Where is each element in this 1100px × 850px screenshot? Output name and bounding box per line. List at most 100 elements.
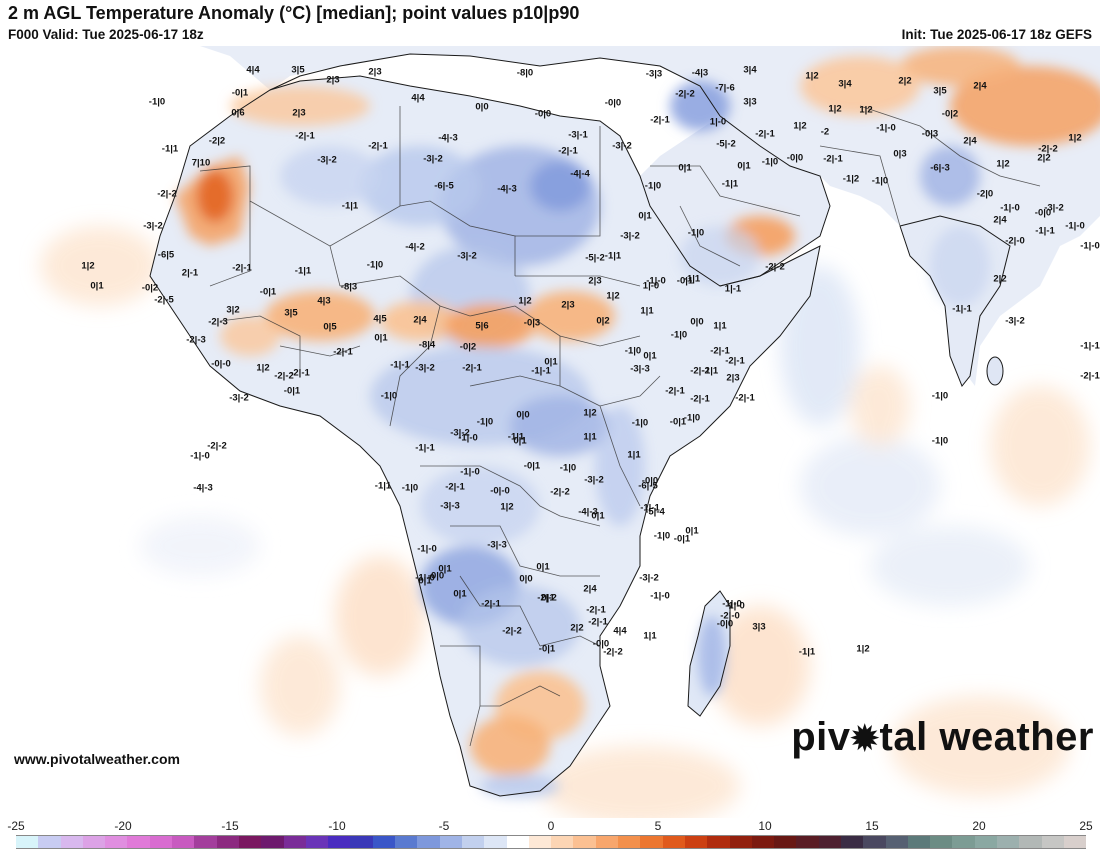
colorbar-swatch [350, 836, 373, 848]
point-value-label: -1|0 [559, 462, 577, 474]
point-value-label: 2|3 [326, 74, 340, 86]
colorbar-tick-label: -10 [328, 819, 346, 833]
point-value-label: -2|-1 [462, 362, 482, 374]
point-value-label: -5|-2 [585, 252, 605, 264]
point-value-label: 0|0 [690, 316, 704, 328]
logo-text-right: tal weather [879, 715, 1094, 759]
colorbar-swatch [729, 836, 752, 848]
point-value-label: -1|0 [148, 96, 166, 108]
point-value-label: -2|-2 [765, 261, 785, 273]
point-value-label: 1|1 [640, 305, 654, 317]
point-value-label: -1|-1 [952, 303, 972, 315]
point-value-label: -3|-2 [317, 154, 337, 166]
point-value-label: 2|4 [583, 583, 597, 595]
point-value-label: -2|-1 [725, 355, 745, 367]
colorbar-swatch [172, 836, 195, 848]
point-value-label: 3|4 [838, 78, 852, 90]
point-value-label: 4|4 [613, 625, 627, 637]
point-value-label: 2|3 [588, 275, 602, 287]
valid-time: F000 Valid: Tue 2025-06-17 18z [8, 27, 204, 42]
point-value-label: -3|-2 [423, 153, 443, 165]
colorbar-tick-label: -15 [221, 819, 239, 833]
colorbar-tick-label: 10 [758, 819, 772, 833]
point-value-label: -3|-2 [620, 230, 640, 242]
colorbar-swatch [216, 836, 239, 848]
point-value-label: -1|-0 [415, 572, 435, 584]
map-canvas[interactable]: 4|4 3|5 2|3 2|3 -8|0 -3|3 -4|3 3|4 1|2 3|4 2|2 3|5 2… [0, 46, 1100, 818]
colorbar-swatch [573, 836, 596, 848]
colorbar-swatch [863, 836, 886, 848]
point-value-label: 4|5 [373, 313, 387, 325]
colorbar-tick-label: 0 [547, 819, 555, 833]
colorbar-swatch [618, 836, 641, 848]
point-value-label: 3|3 [752, 621, 766, 633]
point-value-label: -2|-3 [208, 316, 228, 328]
point-value-label: -1|-1 [1080, 340, 1100, 352]
point-value-label: 0|0 [475, 101, 489, 113]
point-value-label: 1|2 [256, 362, 270, 374]
website-url[interactable]: www.pivotalweather.com [14, 751, 180, 767]
point-value-label: 3|5 [284, 307, 298, 319]
point-value-label: -1|0 [476, 416, 494, 428]
point-value-label: -0|1 [283, 385, 301, 397]
point-value-label: -0|1 [231, 87, 249, 99]
point-value-label: -1|1 [701, 365, 719, 377]
point-value-label: 1|2 [856, 643, 870, 655]
colorbar-swatch [840, 836, 864, 848]
colorbar-swatch [372, 836, 396, 848]
colorbar-swatch [395, 836, 418, 848]
point-value-label: -1|-0 [417, 543, 437, 555]
point-value-label: -4|-2 [405, 241, 425, 253]
country-borders [199, 105, 1041, 747]
point-value-label: 1|2 [996, 158, 1010, 170]
point-value-label: -4|-3 [438, 132, 458, 144]
point-value-label: -0|3 [523, 317, 541, 329]
colorbar-tick-label: -20 [114, 819, 132, 833]
colorbar-swatch [751, 836, 775, 848]
point-value-label: 1|2 [793, 120, 807, 132]
point-value-label: 2|4 [413, 314, 427, 326]
point-value-label: -6|-3 [930, 162, 950, 174]
colorbar-swatch [484, 836, 507, 848]
point-value-label: 2|4 [963, 135, 977, 147]
point-value-label: -2|-1 [333, 346, 353, 358]
colorbar-swatch [1019, 836, 1042, 848]
point-value-label: -1|1 [294, 265, 312, 277]
point-value-label: -0|0 [592, 638, 610, 650]
point-value-label: -4|-3 [578, 506, 598, 518]
point-value-label: 1|1 [627, 449, 641, 461]
colorbar-tick-label: 15 [865, 819, 879, 833]
point-value-label: 1|2 [859, 104, 873, 116]
point-value-label: -0|-0 [490, 485, 510, 497]
point-value-label: -1|-1 [531, 365, 551, 377]
point-value-label: 2|2 [993, 273, 1007, 285]
colorbar-swatch [305, 836, 329, 848]
point-value-label: 4|3 [317, 295, 331, 307]
point-value-label: 1|-1 [724, 283, 742, 295]
point-value-label: 4|4 [411, 92, 425, 104]
point-value-label: -1|1 [374, 480, 392, 492]
colorbar-swatch [38, 836, 61, 848]
point-value-label: -1|-0 [190, 450, 210, 462]
colorbar-swatch [328, 836, 351, 848]
point-value-label: 0|1 [438, 563, 452, 575]
point-value-label: -3|-2 [229, 392, 249, 404]
colorbar-swatch [997, 836, 1020, 848]
point-value-label: 1|1 [583, 431, 597, 443]
point-value-label: -5|-2 [716, 138, 736, 150]
point-value-label: -1|-1 [1035, 225, 1055, 237]
point-value-label: -1|0 [380, 390, 398, 402]
point-value-label: 0|1 [685, 525, 699, 537]
point-value-label: 1|1 [713, 320, 727, 332]
colorbar-swatch [149, 836, 173, 848]
point-value-label: -2|-1 [368, 140, 388, 152]
point-value-label: -0|2 [141, 282, 159, 294]
colorbar-swatch [662, 836, 685, 848]
colorbar-swatch [1063, 836, 1087, 848]
colorbar-swatch [707, 836, 730, 848]
colorbar-tick-label: 5 [654, 819, 662, 833]
point-value-label: 0|1 [638, 210, 652, 222]
gear-icon: ✹ [850, 720, 880, 758]
point-value-label: -2|-1 [823, 153, 843, 165]
point-value-label: -2 [820, 126, 830, 138]
